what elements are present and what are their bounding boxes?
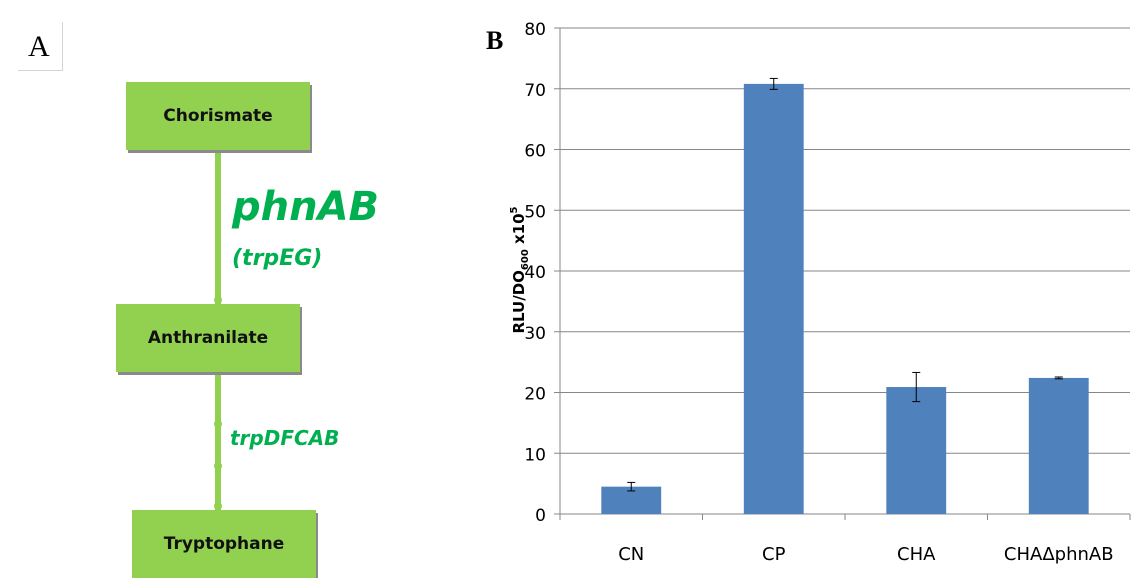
panel-a-label: A	[28, 30, 50, 63]
chart-gridlines	[560, 27, 1130, 454]
y-tick-label: 10	[524, 445, 546, 465]
bar-chart: 0 10 20 30 40 50 60 70 80 CN CP CHA CHAΔphnAB RLU/D…	[509, 20, 1131, 565]
gene-label-phnab: phnAB	[232, 184, 380, 230]
gene-label-trpeg: (trpEG)	[232, 246, 323, 271]
x-tick-label: CN	[618, 544, 644, 565]
chart-y-tick-labels: 0 10 20 30 40 50 60 70 80	[524, 20, 546, 526]
y-axis-title: RLU/DO600 x105	[509, 206, 531, 333]
pathway-node-dot	[214, 368, 222, 376]
panel-a-label-frame	[18, 22, 63, 71]
y-tick-label: 40	[524, 263, 546, 283]
metabolite-box-anthranilate: Anthranilate	[116, 304, 300, 372]
metabolite-box-tryptophane: Tryptophane	[132, 510, 316, 578]
x-tick-label: CP	[762, 544, 786, 565]
y-tick-label: 60	[524, 142, 546, 162]
pathway-node-dot	[214, 502, 222, 510]
bar-cp	[743, 83, 804, 514]
pathway-node-dot	[214, 462, 222, 470]
metabolite-box-chorismate: Chorismate	[126, 82, 310, 150]
y-tick-label: 50	[524, 202, 546, 222]
y-tick-label: 70	[524, 81, 546, 101]
y-tick-label: 20	[524, 385, 546, 405]
gene-label-trpdfcab: trpDFCAB	[230, 426, 340, 450]
chart-error-bars	[627, 77, 1063, 492]
y-tick-label: 30	[524, 324, 546, 344]
pathway-node-dot	[214, 420, 222, 428]
chart-x-tick-labels: CN CP CHA CHAΔphnAB	[618, 544, 1113, 565]
chart-bars	[601, 83, 1089, 514]
panel-b-label: B	[486, 26, 504, 55]
pathway-node-dot	[214, 146, 222, 154]
pathway-arrow-anthranilate-tryptophane	[215, 372, 221, 510]
pathway-node-dot	[214, 296, 222, 304]
y-tick-label: 80	[524, 20, 546, 40]
x-tick-label: CHA	[897, 544, 936, 565]
x-tick-label: CHAΔphnAB	[1004, 544, 1114, 565]
y-tick-label: 0	[535, 506, 546, 526]
bar-chaδphnab	[1028, 377, 1089, 514]
bar-cha	[886, 387, 947, 514]
pathway-arrow-chorismate-anthranilate	[215, 150, 221, 304]
